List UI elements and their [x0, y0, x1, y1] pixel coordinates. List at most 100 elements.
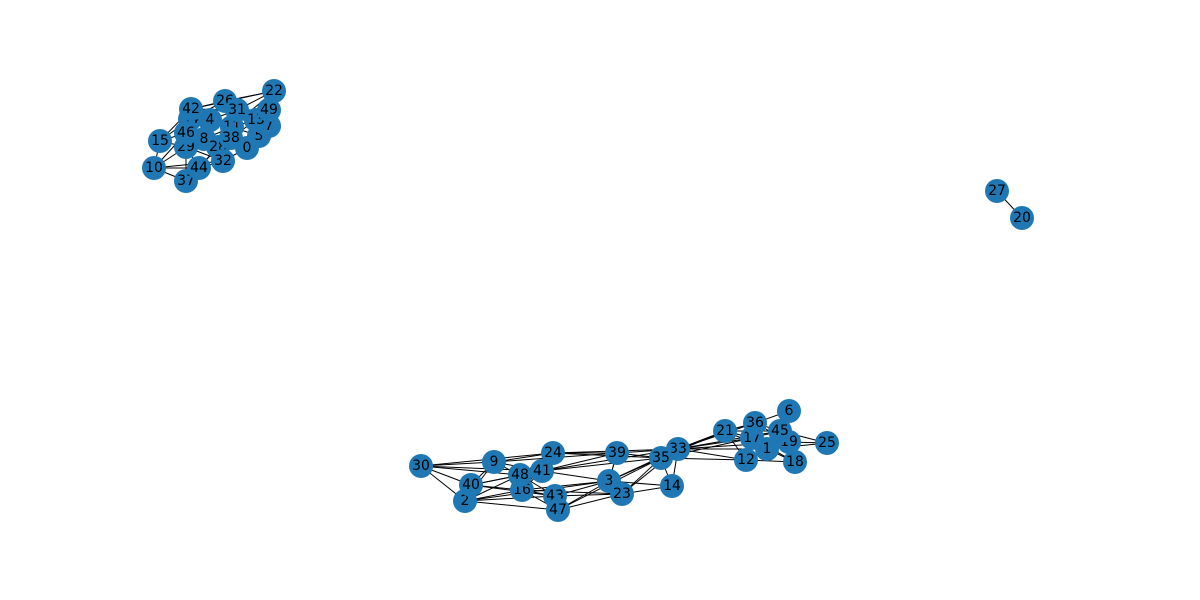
node-circle — [219, 126, 243, 150]
node-label: 31 — [228, 102, 246, 118]
node-label: 3 — [605, 473, 614, 489]
node-44: 44 — [187, 156, 211, 180]
node-label: 44 — [190, 160, 208, 176]
edge-2-43 — [464, 495, 556, 502]
node-42: 42 — [179, 97, 203, 121]
node-label: 9 — [490, 454, 499, 470]
node-circle — [211, 149, 235, 173]
node-circle — [1010, 206, 1034, 230]
node-47: 47 — [546, 498, 570, 522]
node-circle — [148, 129, 172, 153]
node-circle — [198, 108, 222, 132]
edges-layer — [153, 90, 1023, 511]
node-30: 30 — [409, 454, 433, 478]
node-48: 48 — [508, 463, 532, 487]
edge-16-23 — [521, 489, 623, 495]
edge-30-48 — [420, 465, 521, 476]
node-circle — [257, 98, 281, 122]
node-circle — [768, 419, 792, 443]
node-label: 39 — [608, 445, 626, 461]
node-label: 47 — [549, 502, 567, 518]
node-49: 49 — [257, 98, 281, 122]
node-label: 35 — [652, 450, 670, 466]
node-label: 20 — [1013, 210, 1031, 226]
node-label: 33 — [669, 441, 687, 457]
node-circle — [530, 459, 554, 483]
node-label: 24 — [544, 445, 562, 461]
node-label: 22 — [265, 83, 283, 99]
node-label: 0 — [243, 140, 252, 156]
node-label: 42 — [182, 101, 200, 117]
node-circle — [743, 411, 767, 435]
node-circle — [610, 482, 634, 506]
node-10: 10 — [142, 156, 166, 180]
node-label: 37 — [177, 173, 195, 189]
node-circle — [225, 98, 249, 122]
node-circle — [713, 419, 737, 443]
node-circle — [262, 79, 286, 103]
node-21: 21 — [713, 419, 737, 443]
node-label: 49 — [260, 102, 278, 118]
nodes-layer: 0123456789101112131415161718192021222324… — [142, 79, 1034, 522]
node-circle — [142, 156, 166, 180]
node-45: 45 — [768, 419, 792, 443]
node-23: 23 — [610, 482, 634, 506]
node-label: 38 — [222, 130, 240, 146]
node-circle — [174, 121, 198, 145]
node-38: 38 — [219, 126, 243, 150]
edge-30-9 — [420, 461, 495, 467]
node-25: 25 — [815, 431, 839, 455]
node-14: 14 — [660, 474, 684, 498]
node-label: 7 — [265, 118, 274, 134]
node-circle — [605, 441, 629, 465]
node-label: 45 — [771, 423, 789, 439]
node-label: 18 — [786, 454, 804, 470]
node-label: 12 — [737, 452, 755, 468]
node-31: 31 — [225, 98, 249, 122]
node-41: 41 — [530, 459, 554, 483]
node-6: 6 — [777, 399, 801, 423]
node-40: 40 — [459, 473, 483, 497]
node-label: 40 — [462, 477, 480, 493]
node-circle — [508, 463, 532, 487]
node-label: 10 — [145, 160, 163, 176]
node-label: 48 — [511, 467, 529, 483]
node-label: 4 — [206, 112, 215, 128]
node-circle — [179, 97, 203, 121]
node-label: 23 — [613, 486, 631, 502]
node-20: 20 — [1010, 206, 1034, 230]
node-circle — [482, 450, 506, 474]
node-label: 5 — [255, 128, 264, 144]
node-circle — [815, 431, 839, 455]
edge-41-35 — [541, 457, 662, 472]
node-circle — [777, 399, 801, 423]
node-label: 6 — [785, 403, 794, 419]
edge-41-39 — [541, 452, 618, 472]
node-32: 32 — [211, 149, 235, 173]
node-36: 36 — [743, 411, 767, 435]
edge-2-47 — [464, 500, 559, 511]
node-4: 4 — [198, 108, 222, 132]
node-39: 39 — [605, 441, 629, 465]
node-circle — [649, 446, 673, 470]
node-label: 15 — [151, 133, 169, 149]
node-label: 41 — [533, 463, 551, 479]
node-label: 36 — [746, 415, 764, 431]
node-label: 2 — [461, 493, 470, 509]
node-circle — [459, 473, 483, 497]
node-circle — [985, 179, 1009, 203]
node-label: 25 — [818, 435, 836, 451]
node-label: 8 — [200, 131, 209, 147]
node-label: 27 — [988, 183, 1006, 199]
node-label: 32 — [214, 153, 232, 169]
node-22: 22 — [262, 79, 286, 103]
node-label: 14 — [663, 478, 681, 494]
node-46: 46 — [174, 121, 198, 145]
node-label: 1 — [763, 441, 772, 457]
node-15: 15 — [148, 129, 172, 153]
node-circle — [541, 441, 565, 465]
node-circle — [734, 448, 758, 472]
node-27: 27 — [985, 179, 1009, 203]
node-label: 21 — [716, 423, 734, 439]
